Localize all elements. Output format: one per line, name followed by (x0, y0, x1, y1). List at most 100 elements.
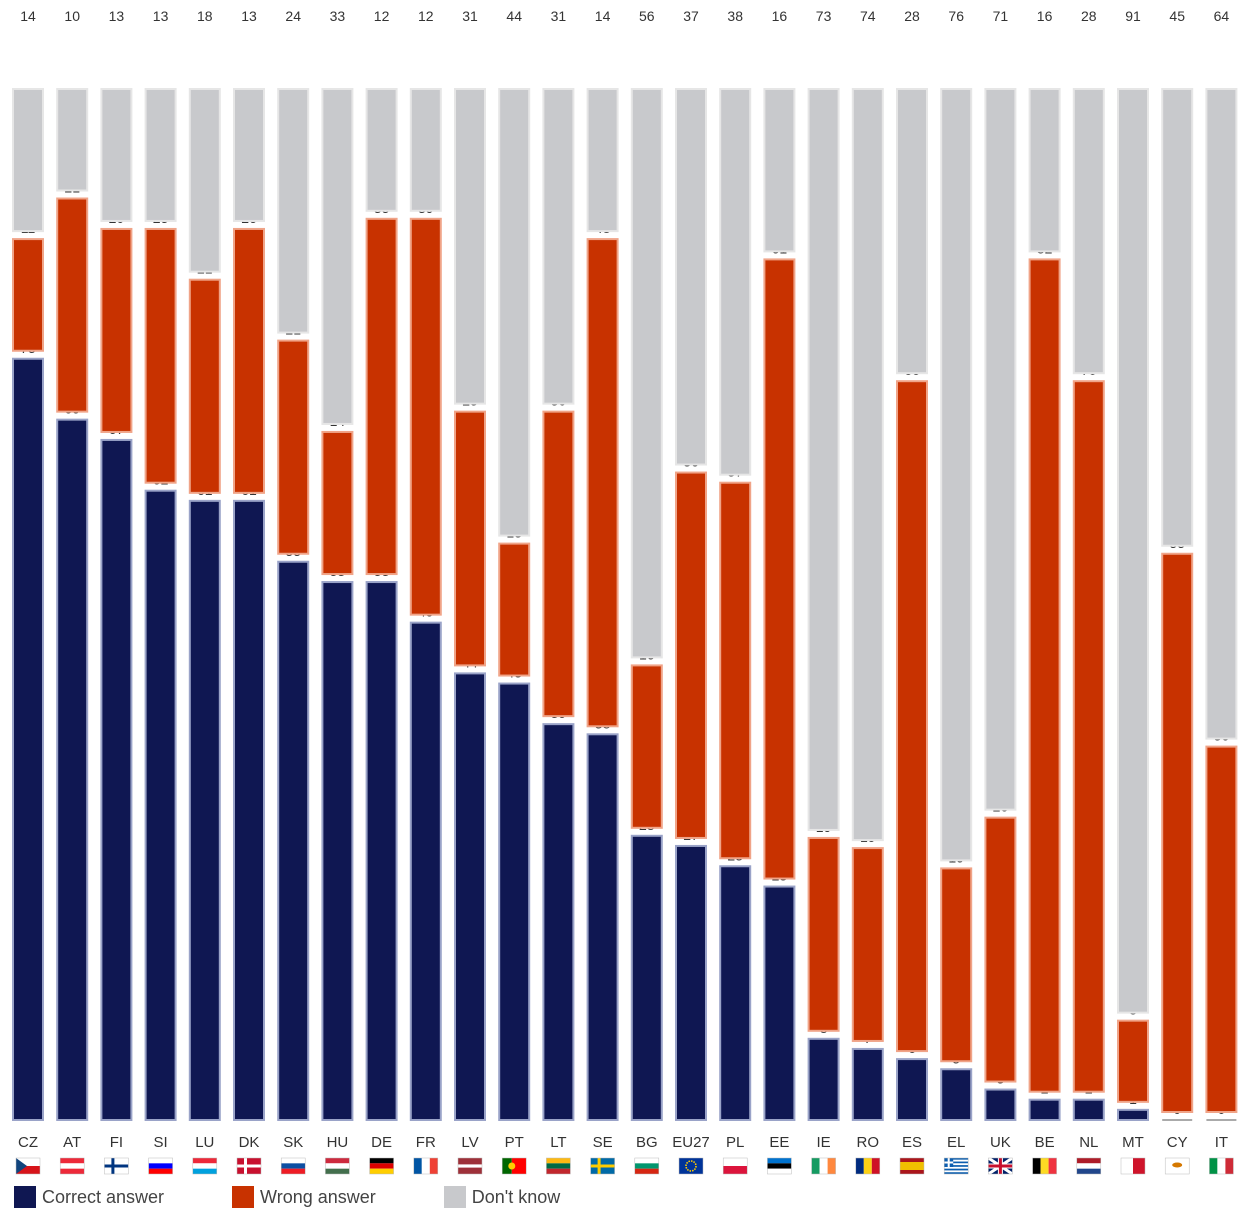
stacked-bar-chart: 751114CZ692110AT672013FI622513SI612118LU… (12, 8, 1238, 1176)
sk-flag-icon (280, 1157, 306, 1175)
legend-item-wrong: Wrong answer (232, 1186, 376, 1208)
bg-flag-icon (634, 1157, 660, 1175)
bar-wrong-IT (1205, 745, 1238, 1113)
bar-dontknow-LU (188, 88, 221, 273)
legend-label-correct: Correct answer (42, 1186, 165, 1207)
cy-flag-icon (1164, 1157, 1190, 1175)
data-label-dontknow-SE: 14 (595, 8, 611, 24)
cz-flag-icon (15, 1157, 41, 1175)
category-label-MT: MT (1122, 1134, 1144, 1151)
bar-dontknow-LV (454, 88, 486, 405)
category-label-HU: HU (327, 1134, 349, 1151)
chart-legend: Correct answer Wrong answer Don't know (14, 1186, 560, 1208)
legend-swatch-correct (14, 1186, 36, 1208)
category-label-BE: BE (1035, 1134, 1055, 1151)
bar-wrong-NL (1072, 380, 1105, 1093)
category-label-SE: SE (593, 1134, 613, 1151)
bar-wrong-CZ (12, 238, 44, 352)
data-label-dontknow-PL: 38 (727, 8, 743, 24)
lv-flag-icon (457, 1157, 483, 1175)
bar-dontknow-SE (586, 88, 619, 233)
category-label-CZ: CZ (18, 1134, 38, 1151)
legend-label-dontknow: Don't know (471, 1186, 561, 1207)
bar-correct-EL (940, 1068, 973, 1121)
legend-label-wrong: Wrong answer (260, 1186, 376, 1207)
bar-dontknow-DK (233, 88, 265, 222)
category-label-IE: IE (817, 1134, 831, 1151)
category-label-AT: AT (63, 1134, 81, 1151)
bar-dontknow-BE (1028, 88, 1061, 253)
bar-correct-LT (542, 723, 575, 1122)
legend-swatch-wrong (232, 1186, 255, 1208)
category-label-CY: CY (1167, 1134, 1188, 1151)
bar-wrong-LU (188, 278, 221, 494)
bar-correct-PT (498, 682, 531, 1121)
category-label-RO: RO (857, 1134, 880, 1151)
data-label-dontknow-NL: 28 (1081, 8, 1097, 24)
bar-dontknow-IE (807, 88, 840, 831)
bar-dontknow-NL (1072, 88, 1105, 375)
category-label-ES: ES (902, 1134, 922, 1151)
bar-correct-DE (365, 581, 398, 1121)
bar-wrong-SE (586, 238, 619, 728)
data-label-dontknow-IE: 73 (816, 8, 832, 24)
es-flag-icon (899, 1157, 925, 1175)
bar-dontknow-ES (896, 88, 928, 375)
bar-dontknow-EU27 (675, 88, 707, 466)
gr-flag-icon (943, 1157, 969, 1175)
bar-dontknow-IT (1205, 88, 1238, 740)
lt-flag-icon (546, 1157, 571, 1175)
category-label-SI: SI (154, 1134, 168, 1151)
bar-dontknow-MT (1117, 88, 1149, 1014)
bar-correct-LV (454, 672, 486, 1122)
data-label-dontknow-BE: 16 (1037, 8, 1053, 24)
bar-correct-CZ (12, 357, 44, 1121)
data-label-dontknow-EU27: 37 (683, 8, 699, 24)
data-label-dontknow-PT: 44 (506, 8, 522, 24)
ro-flag-icon (855, 1157, 881, 1175)
bar-wrong-EU27 (675, 471, 707, 839)
se-flag-icon (590, 1157, 615, 1175)
bar-wrong-DE (365, 217, 398, 576)
ie-flag-icon (811, 1157, 836, 1175)
lu-flag-icon (192, 1157, 218, 1175)
si-flag-icon (148, 1157, 173, 1175)
pl-flag-icon (722, 1157, 748, 1175)
category-label-PL: PL (726, 1134, 744, 1151)
data-label-dontknow-BG: 56 (639, 8, 655, 24)
category-label-NL: NL (1079, 1134, 1098, 1151)
bar-wrong-ES (896, 380, 928, 1053)
dk-flag-icon (236, 1157, 262, 1175)
bar-correct-BG (630, 834, 663, 1121)
data-label-dontknow-MT: 91 (1125, 8, 1141, 24)
bar-correct-NL (1072, 1098, 1105, 1121)
data-label-dontknow-SI: 13 (153, 8, 169, 24)
data-label-dontknow-SK: 24 (285, 8, 301, 24)
category-label-FR: FR (416, 1134, 436, 1151)
bar-wrong-RO (851, 847, 884, 1042)
bar-wrong-LV (454, 410, 486, 667)
bar-correct-RO (851, 1047, 884, 1121)
bar-dontknow-EE (763, 88, 796, 253)
data-label-dontknow-CY: 45 (1169, 8, 1185, 24)
bar-correct-BE (1028, 1098, 1061, 1121)
bar-correct-SK (277, 560, 310, 1121)
bar-dontknow-SI (144, 88, 177, 222)
pt-flag-icon (501, 1157, 527, 1175)
nl-flag-icon (1076, 1157, 1102, 1175)
mt-flag-icon (1120, 1157, 1146, 1175)
data-label-dontknow-IT: 64 (1214, 8, 1230, 24)
bar-wrong-PL (719, 481, 752, 860)
category-label-UK: UK (990, 1134, 1011, 1151)
category-label-IT: IT (1215, 1134, 1228, 1151)
data-label-dontknow-UK: 71 (993, 8, 1009, 24)
bar-correct-FR (409, 621, 442, 1122)
bar-dontknow-UK (984, 88, 1017, 811)
legend-item-correct: Correct answer (14, 1186, 164, 1208)
legend-swatch-dontknow (443, 1186, 466, 1208)
legend-item-dontknow: Don't know (443, 1186, 561, 1208)
bar-correct-SE (586, 733, 619, 1121)
category-label-DK: DK (239, 1134, 260, 1151)
bar-wrong-MT (1117, 1019, 1149, 1103)
bar-wrong-FI (100, 227, 133, 433)
